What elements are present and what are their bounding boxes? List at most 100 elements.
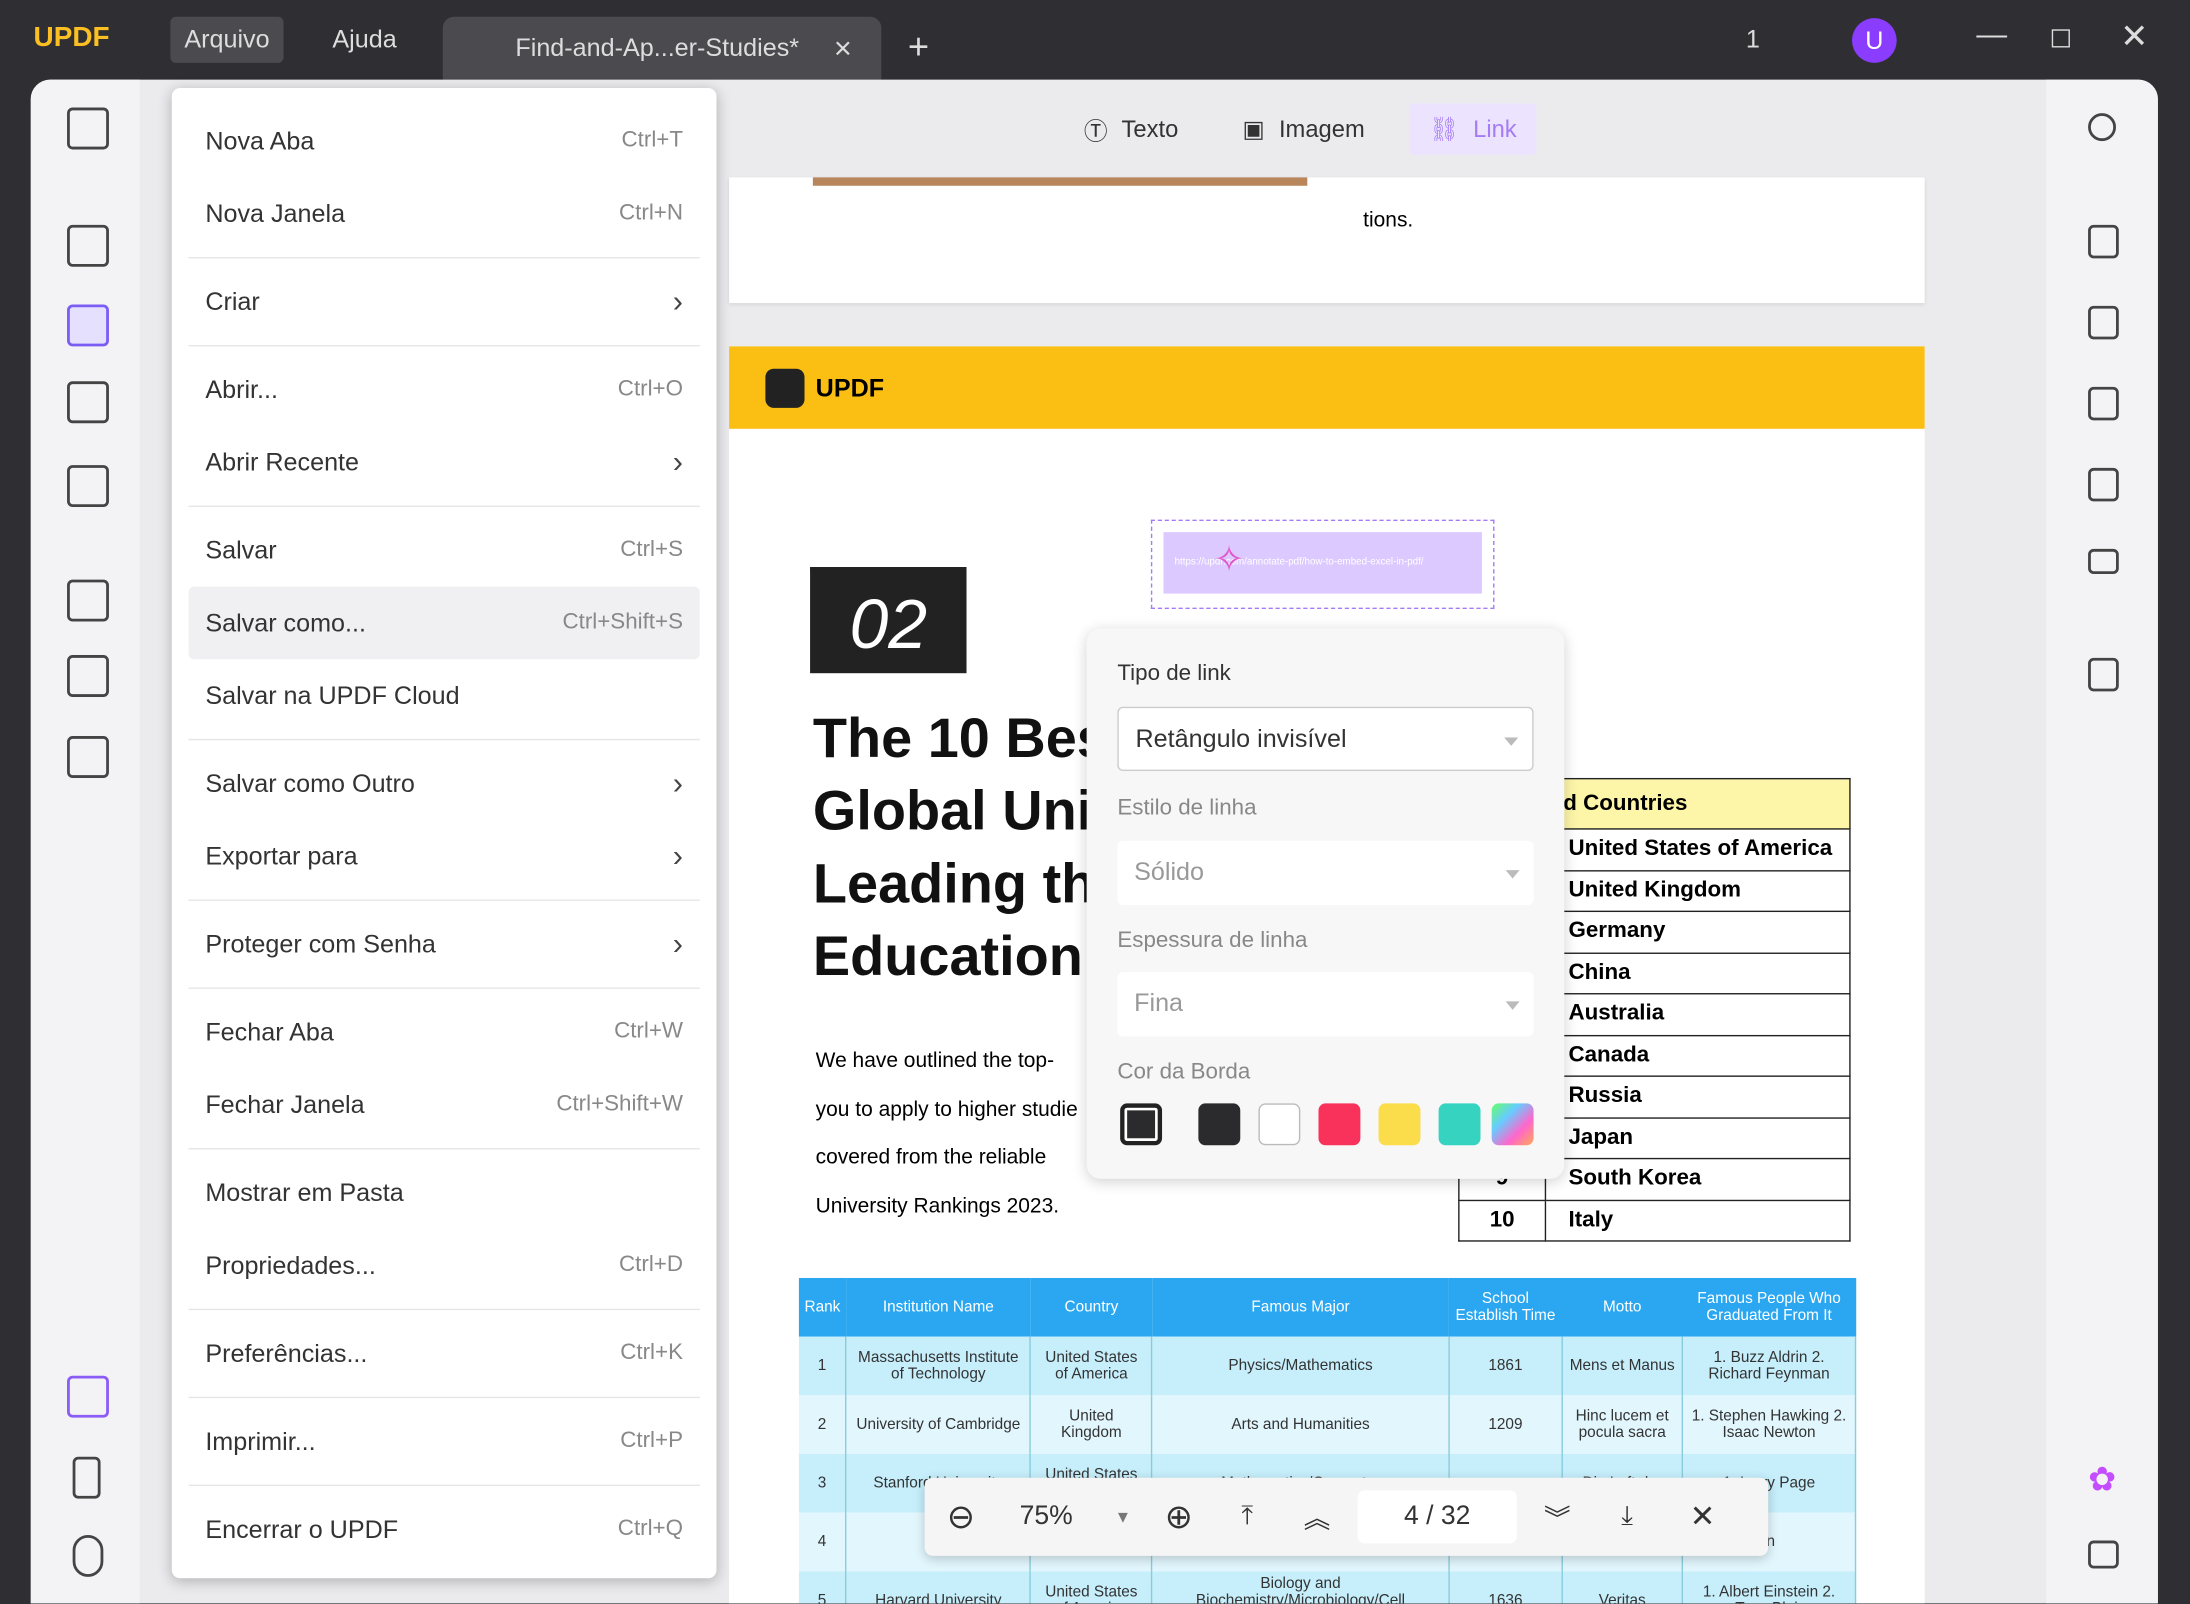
menu-item[interactable]: Fechar Janela Ctrl+Shift+W [205, 1090, 683, 1119]
zoom-dropdown-icon[interactable]: ▼ [1114, 1507, 1132, 1527]
bookmark-icon[interactable] [72, 1456, 101, 1499]
custom-color-swatch[interactable] [1491, 1103, 1534, 1146]
edit-icon[interactable] [67, 304, 109, 347]
image-icon: ▣ [1242, 115, 1265, 142]
color-swatch[interactable] [1438, 1103, 1481, 1146]
page-number-input[interactable]: 4 / 32 [1357, 1490, 1517, 1544]
menu-separator [188, 1396, 700, 1399]
ai-assistant-icon[interactable]: ✿ [2088, 1460, 2117, 1499]
selected-border-color[interactable] [1120, 1103, 1163, 1146]
text-icon: Ⓣ [1083, 118, 1108, 146]
menu-item[interactable]: Nova Janela Ctrl+N [205, 199, 683, 227]
page-image [812, 177, 1308, 186]
column-header: Famous People Who Graduated From It [1682, 1277, 1856, 1337]
menu-item[interactable]: Exportar para › [205, 838, 683, 873]
menu-ajuda[interactable]: Ajuda [332, 25, 397, 54]
menu-item[interactable]: Salvar Ctrl+S [205, 535, 683, 564]
first-page-icon[interactable]: ⤒ [1241, 1501, 1254, 1531]
link-selection-box[interactable]: https://updf.com/annotate-pdf/how-to-emb… [1150, 519, 1495, 609]
search-icon[interactable] [2088, 113, 2117, 142]
link-tool[interactable]: ⛓ Link [1409, 103, 1537, 156]
menu-item[interactable]: Salvar como... Ctrl+Shift+S [188, 586, 700, 660]
pages-icon[interactable] [67, 579, 109, 622]
page-indicator[interactable]: 1 [1745, 25, 1760, 54]
menu-separator [188, 256, 700, 259]
image-tool[interactable]: ▣ Imagem [1242, 115, 1365, 142]
updf-logo: UPDF [33, 22, 110, 54]
table-row: 1 Massachusetts Institute of Technology Un… [798, 1336, 1857, 1396]
last-page-icon[interactable]: ⤓ [1621, 1501, 1634, 1531]
share-icon[interactable] [2088, 467, 2119, 502]
column-header: Country [1030, 1277, 1153, 1337]
left-toolbar [30, 79, 140, 1604]
menu-item[interactable]: Encerrar o UPDF Ctrl+Q [205, 1514, 683, 1543]
close-bar-icon[interactable]: ✕ [1689, 1498, 1716, 1534]
menu-separator [188, 1308, 700, 1311]
menu-item[interactable]: Fechar Aba Ctrl+W [205, 1017, 683, 1046]
zoom-out-icon[interactable]: ⊖ [946, 1497, 975, 1536]
email-icon[interactable] [2088, 548, 2119, 575]
menu-item[interactable]: Criar › [205, 283, 683, 319]
menu-item[interactable]: Abrir... Ctrl+O [205, 375, 683, 403]
table-row: 10 Italy [1458, 1199, 1851, 1242]
menu-separator [188, 738, 700, 741]
menu-item[interactable]: Salvar como Outro › [205, 765, 683, 801]
color-swatch[interactable] [1198, 1103, 1241, 1146]
ocr-icon[interactable] [2088, 224, 2119, 259]
main-window: Ⓣ Texto ▣ Imagem ⛓ Link ✿ tions. UPDF 02 Th… [30, 79, 2158, 1604]
paragraph: We have outlined the top-you to apply to… [815, 1048, 1078, 1218]
next-page-icon[interactable]: ︾ [1544, 1504, 1571, 1535]
minimize-icon[interactable]: — [1976, 16, 2008, 52]
previous-page-icon[interactable]: ︽ [1303, 1504, 1331, 1535]
menu-arquivo[interactable]: Arquivo [170, 16, 284, 63]
color-swatch[interactable] [1258, 1103, 1301, 1146]
line-width-select[interactable]: Fina [1117, 972, 1534, 1037]
form-icon[interactable] [67, 465, 109, 508]
color-swatch[interactable] [1378, 1103, 1421, 1146]
crop-icon[interactable] [67, 655, 109, 697]
save-icon[interactable] [2088, 657, 2119, 692]
maximize-icon[interactable] [2051, 29, 2070, 48]
color-swatch[interactable] [1318, 1103, 1361, 1146]
menu-separator [188, 1148, 700, 1150]
menu-item[interactable]: Proteger com Senha › [205, 926, 683, 961]
menu-item[interactable]: Preferências... Ctrl+K [205, 1338, 683, 1367]
zoom-in-icon[interactable]: ⊕ [1164, 1497, 1193, 1536]
edit-toolbar: Ⓣ Texto ▣ Imagem ⛓ Link [1064, 103, 1537, 156]
menu-item[interactable]: Abrir Recente › [205, 444, 683, 480]
column-header: Motto [1561, 1277, 1683, 1337]
right-toolbar: ✿ [2046, 79, 2158, 1604]
zoom-navigation-bar: ⊖ 75% ▼ ⊕ ⤒ ︽ 4 / 32 ︾ ⤓ ✕ [924, 1477, 1769, 1556]
line-style-select[interactable]: Sólido [1117, 840, 1534, 906]
close-window-icon[interactable]: ✕ [2120, 18, 2149, 56]
new-tab-icon[interactable]: + [907, 25, 930, 68]
attachment-icon[interactable] [72, 1534, 104, 1577]
document-tab[interactable]: Find-and-Ap...er-Studies* × [442, 16, 882, 82]
menu-separator [188, 505, 700, 508]
protect-icon[interactable] [2088, 386, 2119, 421]
avatar[interactable]: U [1852, 18, 1897, 63]
organize-icon[interactable] [67, 381, 109, 424]
column-header: School Establish Time [1448, 1277, 1562, 1337]
link-type-select[interactable]: Retângulo invisível [1117, 706, 1534, 771]
chevron-right-icon: › [672, 926, 683, 961]
link-properties-panel: Tipo de link Retângulo invisível Estilo … [1086, 628, 1565, 1179]
layers-icon[interactable] [67, 1375, 109, 1418]
menu-item[interactable]: Nova Aba Ctrl+T [205, 126, 683, 155]
menu-item[interactable]: Salvar na UPDF Cloud [205, 680, 460, 709]
highlight-icon[interactable] [67, 224, 109, 267]
menu-item[interactable]: Imprimir... Ctrl+P [205, 1426, 683, 1455]
menu-item[interactable]: Mostrar em Pasta [205, 1178, 404, 1207]
zoom-level[interactable]: 75% [1019, 1501, 1073, 1531]
chevron-right-icon: › [672, 765, 683, 801]
comment-icon[interactable] [2088, 1540, 2119, 1569]
menu-item[interactable]: Propriedades... Ctrl+D [205, 1250, 683, 1279]
reader-icon[interactable] [67, 107, 109, 150]
convert-icon[interactable] [67, 736, 109, 778]
text-tool[interactable]: Ⓣ Texto [1064, 103, 1198, 155]
convert-pdf-icon[interactable] [2088, 305, 2119, 340]
table-row: 2 University of Cambridge United Kingdom Ar… [798, 1395, 1857, 1454]
pdf-page: tions. [729, 177, 1925, 304]
close-tab-icon[interactable]: × [833, 30, 852, 66]
